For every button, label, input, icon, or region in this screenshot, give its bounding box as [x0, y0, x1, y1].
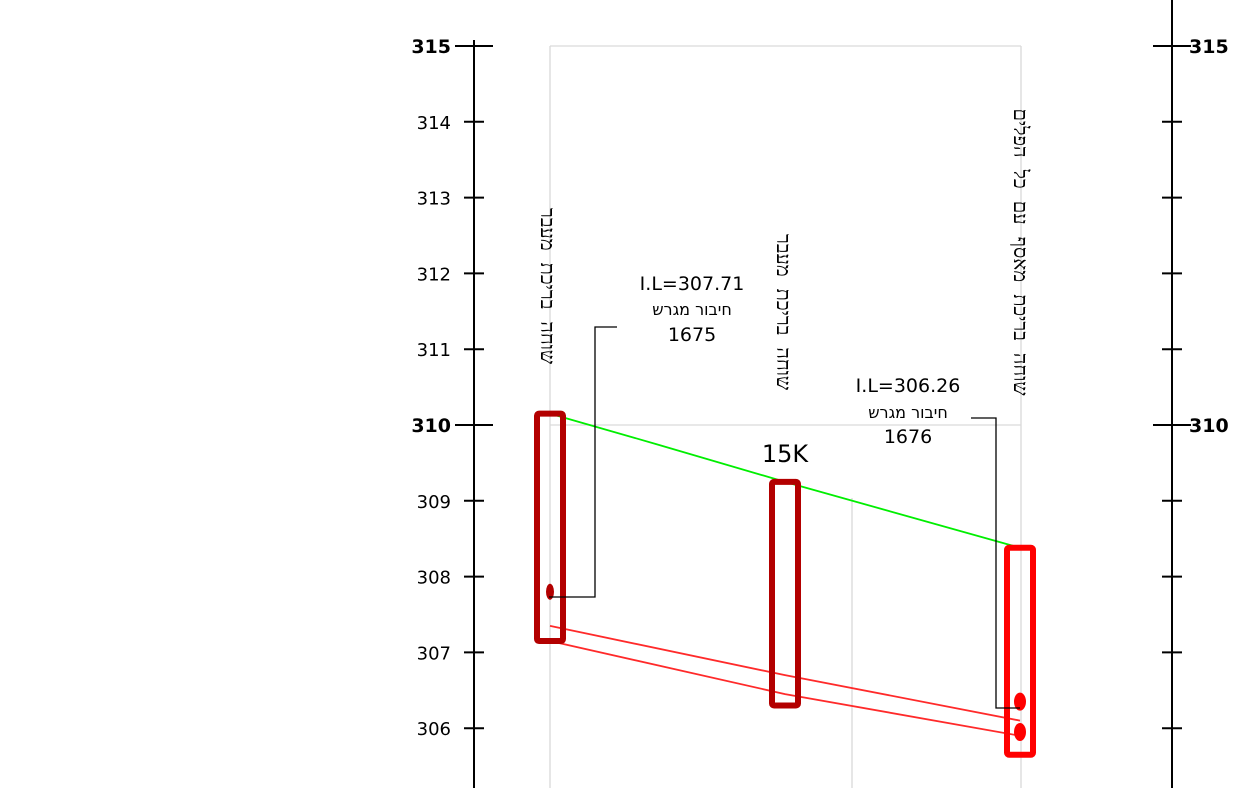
left-tick-label-311: 311 [417, 340, 451, 361]
left-tick-label-309: 309 [417, 492, 451, 513]
manhole-2 [769, 478, 801, 709]
manhole-1-connection [546, 583, 554, 600]
grid [549, 45, 1022, 788]
annotation-1-leader [549, 326, 617, 598]
left-tick-label-307: 307 [417, 643, 451, 664]
left-elevation-axis: 315 314 313 312 311 310 309 308 307 306 [411, 36, 493, 788]
left-tick-label-306: 306 [417, 719, 451, 740]
left-tick-label-312: 312 [417, 264, 451, 285]
left-tick-label-310: 310 [411, 415, 451, 437]
manhole-3-pipe-opening-2 [1014, 722, 1026, 741]
right-elevation-axis: 315 310 [1153, 0, 1229, 788]
manhole-2-name: 15K [762, 440, 810, 468]
annotation-2-il: I.L=306.26 [856, 375, 961, 397]
pipe-line-1 [549, 624, 1021, 722]
connection-annotation-1675: I.L=307.71 חיבור מגרש 1675 [549, 273, 745, 598]
left-tick-label-308: 308 [417, 568, 451, 589]
ground-polyline [549, 412, 1021, 549]
annotation-2-leader [971, 417, 1020, 709]
right-tick-label-315: 315 [1189, 36, 1229, 58]
ground-line [549, 412, 1021, 549]
left-tick-label-314: 314 [417, 113, 451, 134]
left-tick-label-313: 313 [417, 189, 451, 210]
left-tick-label-315: 315 [411, 36, 451, 58]
manhole-3 [1004, 544, 1036, 758]
manholes [534, 410, 1036, 758]
annotation-1-number: 1675 [668, 324, 716, 346]
annotation-1-desc: חיבור מגרש [652, 300, 732, 319]
connection-annotation-1676: I.L=306.26 חיבור מגרש 1676 [856, 375, 1020, 709]
annotation-1-il: I.L=307.71 [640, 273, 745, 295]
manhole-1-vertical-label: שוחה בריכת מעבר [536, 208, 560, 364]
manhole-2-vertical-label: שוחה בריכת מעבר [772, 234, 796, 390]
right-tick-label-310: 310 [1189, 415, 1229, 437]
pipe-line-2 [549, 640, 1021, 737]
annotation-2-desc: חיבור מגרש [868, 403, 948, 422]
manhole-1 [534, 410, 566, 645]
annotation-2-number: 1676 [884, 426, 932, 448]
manhole-3-vertical-label: שוחה בריכת מאסף עם כל הפלים [1009, 108, 1033, 395]
manhole-3-pipe-opening-1 [1014, 692, 1026, 711]
pipe-lines [549, 624, 1021, 737]
